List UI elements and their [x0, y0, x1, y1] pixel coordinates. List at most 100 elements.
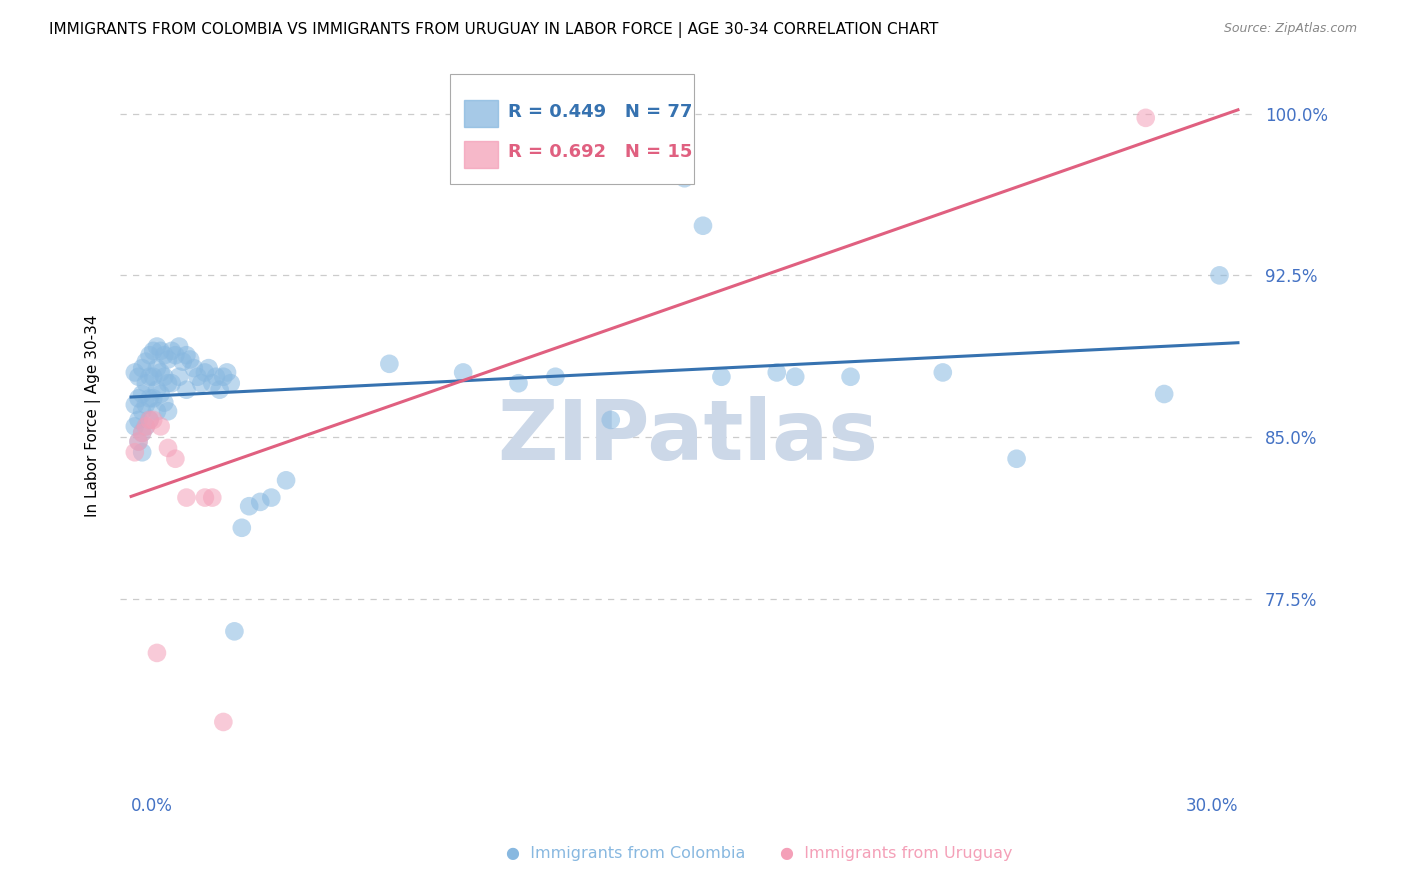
Point [197, 361, 219, 376]
Point [128, 434, 150, 449]
Point [124, 366, 146, 380]
Point [149, 343, 172, 358]
Point [138, 413, 160, 427]
Point [160, 343, 183, 358]
Text: R = 0.449   N = 77: R = 0.449 N = 77 [508, 103, 692, 120]
Text: 30.0%: 30.0% [1185, 797, 1237, 815]
Text: R = 0.692   N = 15: R = 0.692 N = 15 [508, 143, 692, 161]
Point [1153, 387, 1175, 401]
Point [176, 383, 198, 397]
Point [131, 404, 153, 418]
Point [131, 361, 153, 376]
Point [138, 369, 160, 384]
Point [176, 491, 198, 505]
Point [156, 376, 179, 391]
Point [142, 413, 165, 427]
Point [183, 361, 205, 376]
Point [673, 171, 696, 186]
Text: ●  Immigrants from Uruguay: ● Immigrants from Uruguay [780, 847, 1012, 861]
Point [765, 366, 787, 380]
Point [156, 441, 179, 455]
Point [212, 714, 235, 729]
Point [135, 354, 157, 368]
Point [378, 357, 401, 371]
Point [165, 348, 187, 362]
Point [201, 491, 224, 505]
Point [599, 413, 621, 427]
Point [146, 383, 169, 397]
Point [135, 419, 157, 434]
Point [172, 354, 194, 368]
Text: ZIPatlas: ZIPatlas [498, 396, 879, 477]
Point [128, 369, 150, 384]
Point [219, 376, 242, 391]
Point [156, 352, 179, 367]
Point [124, 398, 146, 412]
Bar [464, 100, 499, 128]
Point [544, 369, 567, 384]
Point [167, 369, 190, 384]
Point [128, 413, 150, 427]
Point [135, 398, 157, 412]
Point [131, 445, 153, 459]
Text: ●  Immigrants from Colombia: ● Immigrants from Colombia [506, 847, 745, 861]
Point [153, 369, 176, 384]
FancyBboxPatch shape [450, 74, 695, 184]
Point [149, 419, 172, 434]
Point [128, 434, 150, 449]
Point [179, 352, 201, 367]
Point [138, 392, 160, 406]
Point [138, 413, 160, 427]
Point [146, 646, 169, 660]
Point [160, 376, 183, 391]
Point [215, 366, 238, 380]
Point [153, 395, 176, 409]
Point [201, 376, 224, 391]
Point [128, 392, 150, 406]
Point [135, 419, 157, 434]
Point [932, 366, 955, 380]
Point [165, 451, 187, 466]
Point [194, 366, 217, 380]
Point [194, 491, 217, 505]
Point [146, 340, 169, 354]
Point [176, 348, 198, 362]
Point [142, 369, 165, 384]
Point [274, 473, 297, 487]
Point [167, 340, 190, 354]
Point [451, 366, 474, 380]
Point [212, 369, 235, 384]
Point [135, 376, 157, 391]
Point [249, 495, 271, 509]
Point [124, 445, 146, 459]
Point [146, 361, 169, 376]
Point [260, 491, 283, 505]
Point [131, 387, 153, 401]
Text: 0.0%: 0.0% [131, 797, 173, 815]
Point [692, 219, 714, 233]
Point [839, 369, 862, 384]
Text: IMMIGRANTS FROM COLOMBIA VS IMMIGRANTS FROM URUGUAY IN LABOR FORCE | AGE 30-34 C: IMMIGRANTS FROM COLOMBIA VS IMMIGRANTS F… [49, 22, 939, 38]
Point [1005, 451, 1028, 466]
Point [149, 387, 172, 401]
Point [186, 369, 208, 384]
Point [710, 369, 733, 384]
Point [205, 369, 228, 384]
Point [138, 348, 160, 362]
Point [156, 404, 179, 418]
Text: Source: ZipAtlas.com: Source: ZipAtlas.com [1223, 22, 1357, 36]
Point [190, 376, 212, 391]
Point [149, 366, 172, 380]
Point [142, 392, 165, 406]
Point [146, 404, 169, 418]
Point [1208, 268, 1230, 283]
Point [208, 383, 231, 397]
Point [224, 624, 246, 639]
Point [508, 376, 530, 391]
Point [785, 369, 807, 384]
Point [124, 419, 146, 434]
Point [238, 499, 260, 513]
Point [142, 343, 165, 358]
Y-axis label: In Labor Force | Age 30-34: In Labor Force | Age 30-34 [86, 314, 101, 516]
Point [131, 425, 153, 440]
